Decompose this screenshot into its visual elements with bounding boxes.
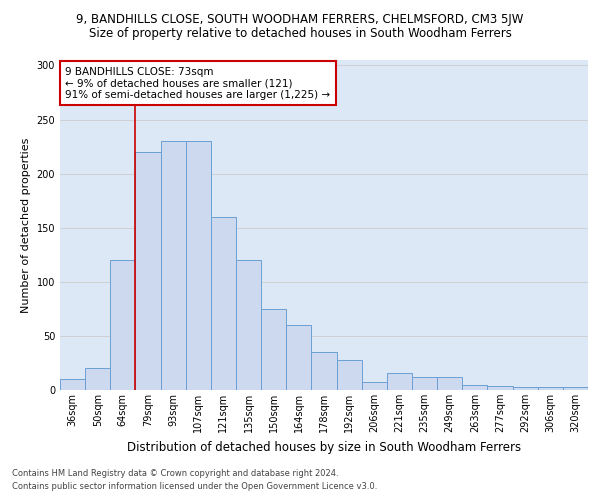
Bar bbox=[211, 217, 236, 390]
Text: Contains HM Land Registry data © Crown copyright and database right 2024.: Contains HM Land Registry data © Crown c… bbox=[12, 468, 338, 477]
Bar bbox=[337, 360, 362, 390]
Bar bbox=[311, 352, 337, 390]
Bar bbox=[261, 309, 286, 390]
Text: 9, BANDHILLS CLOSE, SOUTH WOODHAM FERRERS, CHELMSFORD, CM3 5JW: 9, BANDHILLS CLOSE, SOUTH WOODHAM FERRER… bbox=[76, 12, 524, 26]
Text: 9 BANDHILLS CLOSE: 73sqm
← 9% of detached houses are smaller (121)
91% of semi-d: 9 BANDHILLS CLOSE: 73sqm ← 9% of detache… bbox=[65, 66, 331, 100]
Bar bbox=[60, 379, 85, 390]
X-axis label: Distribution of detached houses by size in South Woodham Ferrers: Distribution of detached houses by size … bbox=[127, 440, 521, 454]
Bar bbox=[136, 152, 161, 390]
Bar bbox=[161, 141, 186, 390]
Y-axis label: Number of detached properties: Number of detached properties bbox=[21, 138, 31, 312]
Bar bbox=[110, 260, 136, 390]
Bar bbox=[462, 384, 487, 390]
Text: Contains public sector information licensed under the Open Government Licence v3: Contains public sector information licen… bbox=[12, 482, 377, 491]
Bar bbox=[85, 368, 110, 390]
Bar bbox=[387, 372, 412, 390]
Bar bbox=[563, 387, 588, 390]
Bar bbox=[512, 387, 538, 390]
Bar bbox=[538, 387, 563, 390]
Bar bbox=[286, 325, 311, 390]
Bar bbox=[412, 377, 437, 390]
Text: Size of property relative to detached houses in South Woodham Ferrers: Size of property relative to detached ho… bbox=[89, 28, 511, 40]
Bar bbox=[186, 141, 211, 390]
Bar bbox=[487, 386, 512, 390]
Bar bbox=[236, 260, 261, 390]
Bar bbox=[437, 377, 462, 390]
Bar bbox=[362, 382, 387, 390]
